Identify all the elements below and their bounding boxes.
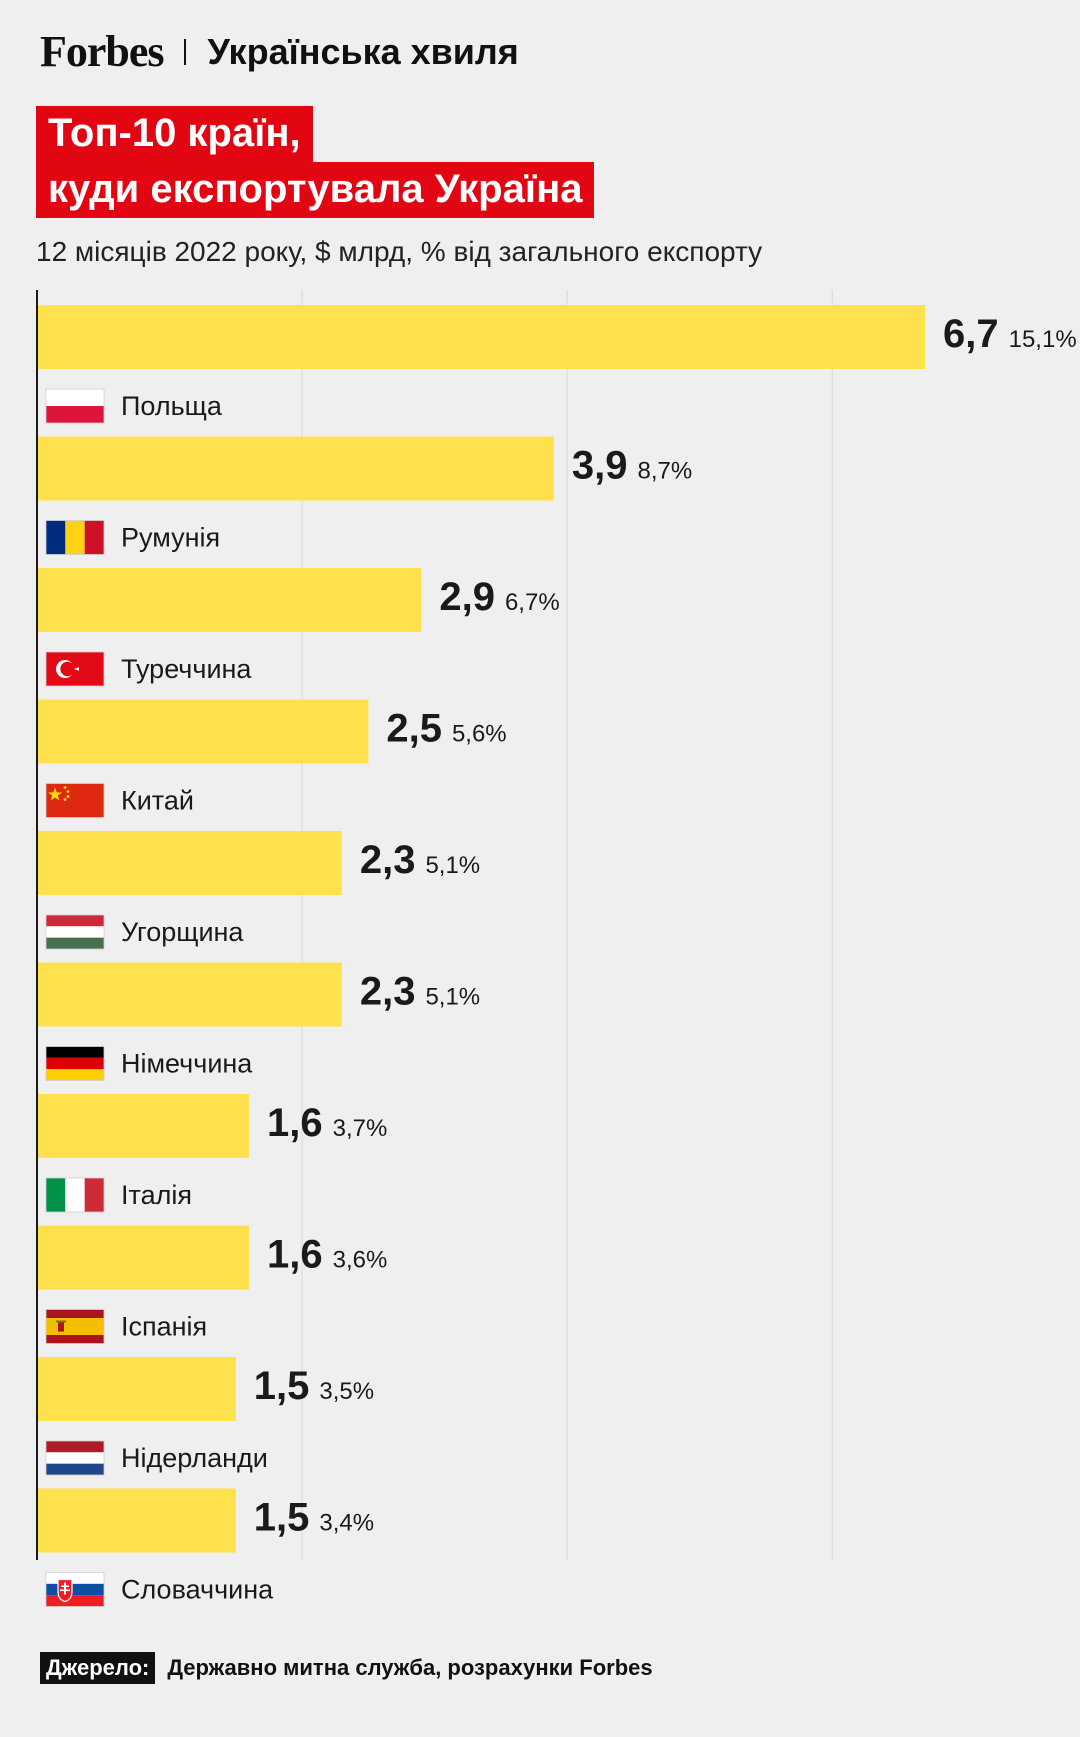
- value-label: 2,3: [360, 970, 416, 1014]
- bar-chart: 6,7 15,1% Польща 3,9 8,7% Румунія 2,9 6,7% Туреч…: [36, 290, 1077, 1607]
- value-label: 6,7: [943, 312, 999, 356]
- value-label: 1,6: [267, 1101, 323, 1145]
- chart-title: Топ-10 країн, куди експортувала Україна: [36, 106, 595, 218]
- flag-cn-icon: [45, 783, 105, 818]
- bar-sk: [37, 1488, 236, 1553]
- chart-subtitle: 12 місяців 2022 року, $ млрд, % від зага…: [36, 236, 763, 267]
- bar-pl: [37, 305, 925, 369]
- country-label: Угорщина: [121, 917, 244, 947]
- bar-hu: [37, 831, 342, 895]
- share-label: 6,7%: [505, 589, 560, 616]
- bar-nl: [37, 1357, 236, 1421]
- bar-cn: [37, 699, 369, 764]
- country-label: Іспанія: [121, 1312, 207, 1342]
- bar-de: [37, 962, 342, 1027]
- share-label: 3,4%: [319, 1510, 374, 1537]
- header-divider: [183, 38, 186, 65]
- flag-nl-icon: [45, 1440, 105, 1476]
- country-label: Туреччина: [121, 654, 252, 684]
- country-label: Польща: [121, 391, 223, 421]
- flag-pl-icon: [45, 388, 105, 424]
- share-label: 5,1%: [425, 852, 480, 879]
- share-label: 8,7%: [638, 458, 693, 485]
- country-label: Китай: [121, 786, 194, 816]
- brand-name: Українська хвиля: [207, 30, 519, 72]
- country-label: Німеччина: [121, 1049, 253, 1079]
- value-label: 1,5: [254, 1364, 310, 1408]
- country-label: Румунія: [121, 523, 220, 553]
- share-label: 3,6%: [333, 1247, 388, 1274]
- country-label: Словаччина: [121, 1575, 274, 1605]
- country-label: Італія: [121, 1180, 192, 1210]
- share-label: 5,6%: [452, 721, 507, 748]
- flag-de-icon: [45, 1046, 105, 1081]
- header: Forbes Українська хвиля: [40, 26, 519, 77]
- flag-tr-icon: [45, 651, 105, 687]
- value-label: 2,5: [386, 707, 442, 751]
- value-label: 1,6: [267, 1233, 323, 1277]
- value-label: 2,3: [360, 838, 416, 882]
- source-note: Джерело: Державно митна служба, розрахун…: [40, 1652, 653, 1684]
- share-label: 3,5%: [319, 1378, 374, 1405]
- flag-sk-icon: [45, 1572, 105, 1607]
- value-label: 1,5: [254, 1496, 310, 1540]
- bar-ro: [37, 436, 554, 501]
- forbes-logo: Forbes: [40, 27, 165, 76]
- title-line-2: куди експортувала Україна: [36, 162, 595, 218]
- share-label: 15,1%: [1009, 326, 1077, 353]
- flag-it-icon: [45, 1177, 105, 1213]
- country-label: Нідерланди: [121, 1443, 268, 1473]
- share-label: 5,1%: [425, 984, 480, 1011]
- flag-es-icon: [45, 1309, 105, 1344]
- flag-hu-icon: [45, 914, 105, 950]
- title-line-1: Топ-10 країн,: [36, 106, 313, 162]
- bar-es: [37, 1225, 250, 1290]
- value-label: 2,9: [439, 575, 495, 619]
- source-label: Джерело:: [40, 1652, 156, 1684]
- flag-ro-icon: [45, 520, 105, 555]
- value-label: 3,9: [572, 444, 628, 488]
- share-label: 3,7%: [333, 1115, 388, 1142]
- bar-tr: [37, 568, 422, 632]
- bar-it: [37, 1094, 250, 1158]
- source-text: Державно митна служба, розрахунки Forbes: [167, 1655, 653, 1680]
